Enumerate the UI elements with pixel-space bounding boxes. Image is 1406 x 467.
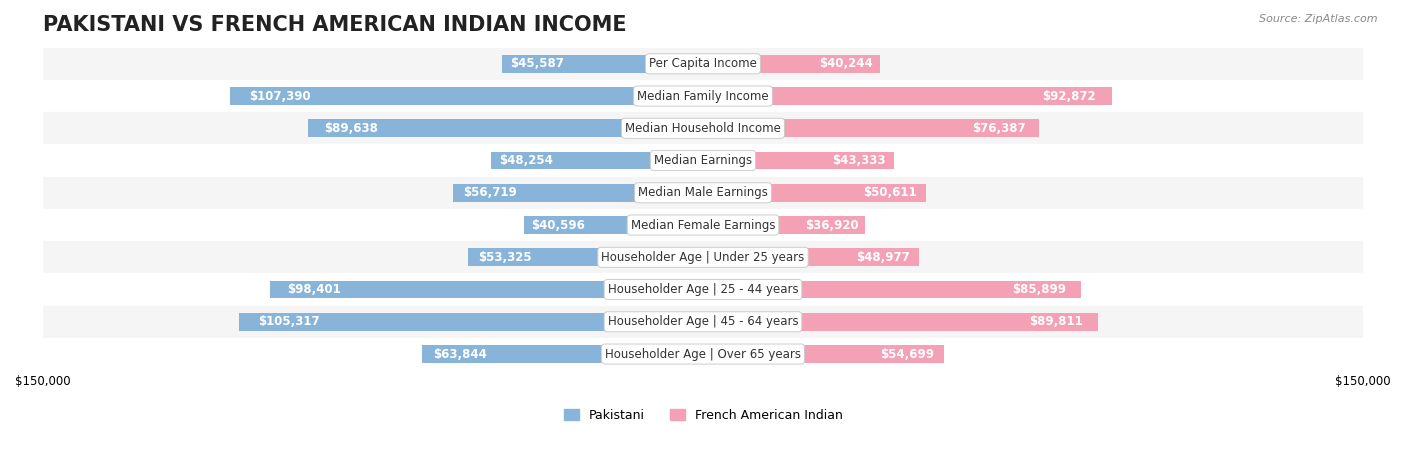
Legend: Pakistani, French American Indian: Pakistani, French American Indian [564,409,842,422]
Bar [524,216,703,234]
Text: Median Family Income: Median Family Income [637,90,769,103]
Bar [42,112,1364,144]
Text: $40,596: $40,596 [531,219,585,232]
Text: $107,390: $107,390 [249,90,311,103]
Text: $48,977: $48,977 [856,251,910,264]
Bar [42,48,1364,80]
Bar [703,120,1039,137]
Bar [703,313,1098,331]
Text: Householder Age | 45 - 64 years: Householder Age | 45 - 64 years [607,315,799,328]
Bar [468,248,703,266]
Bar [239,313,703,331]
Text: Median Female Earnings: Median Female Earnings [631,219,775,232]
Bar [491,152,703,170]
Text: Householder Age | Under 25 years: Householder Age | Under 25 years [602,251,804,264]
Text: PAKISTANI VS FRENCH AMERICAN INDIAN INCOME: PAKISTANI VS FRENCH AMERICAN INDIAN INCO… [42,15,627,35]
Text: $36,920: $36,920 [806,219,859,232]
Bar [703,216,866,234]
Bar [703,152,894,170]
Text: Median Male Earnings: Median Male Earnings [638,186,768,199]
Text: $63,844: $63,844 [433,347,486,361]
Text: Source: ZipAtlas.com: Source: ZipAtlas.com [1260,14,1378,24]
Text: $50,611: $50,611 [863,186,917,199]
Bar [703,55,880,73]
Bar [42,273,1364,306]
Bar [231,87,703,105]
Text: $105,317: $105,317 [259,315,319,328]
Bar [42,209,1364,241]
Text: $98,401: $98,401 [287,283,342,296]
Text: Median Household Income: Median Household Income [626,122,780,135]
Bar [270,281,703,298]
Bar [42,241,1364,273]
Text: Householder Age | 25 - 44 years: Householder Age | 25 - 44 years [607,283,799,296]
Text: $92,872: $92,872 [1042,90,1095,103]
Bar [453,184,703,202]
Bar [703,87,1112,105]
Text: $89,638: $89,638 [325,122,378,135]
Text: $43,333: $43,333 [832,154,886,167]
Text: $89,811: $89,811 [1029,315,1083,328]
Text: $48,254: $48,254 [499,154,553,167]
Bar [42,144,1364,177]
Text: Median Earnings: Median Earnings [654,154,752,167]
Bar [42,177,1364,209]
Text: $40,244: $40,244 [820,57,873,71]
Bar [422,345,703,363]
Text: $54,699: $54,699 [880,347,934,361]
Bar [42,338,1364,370]
Bar [703,184,925,202]
Text: $53,325: $53,325 [478,251,531,264]
Bar [502,55,703,73]
Bar [42,80,1364,112]
Bar [42,306,1364,338]
Text: $85,899: $85,899 [1012,283,1066,296]
Bar [703,281,1081,298]
Text: $76,387: $76,387 [972,122,1026,135]
Text: Householder Age | Over 65 years: Householder Age | Over 65 years [605,347,801,361]
Text: $56,719: $56,719 [464,186,517,199]
Bar [703,345,943,363]
Text: Per Capita Income: Per Capita Income [650,57,756,71]
Bar [308,120,703,137]
Text: $45,587: $45,587 [510,57,564,71]
Bar [703,248,918,266]
